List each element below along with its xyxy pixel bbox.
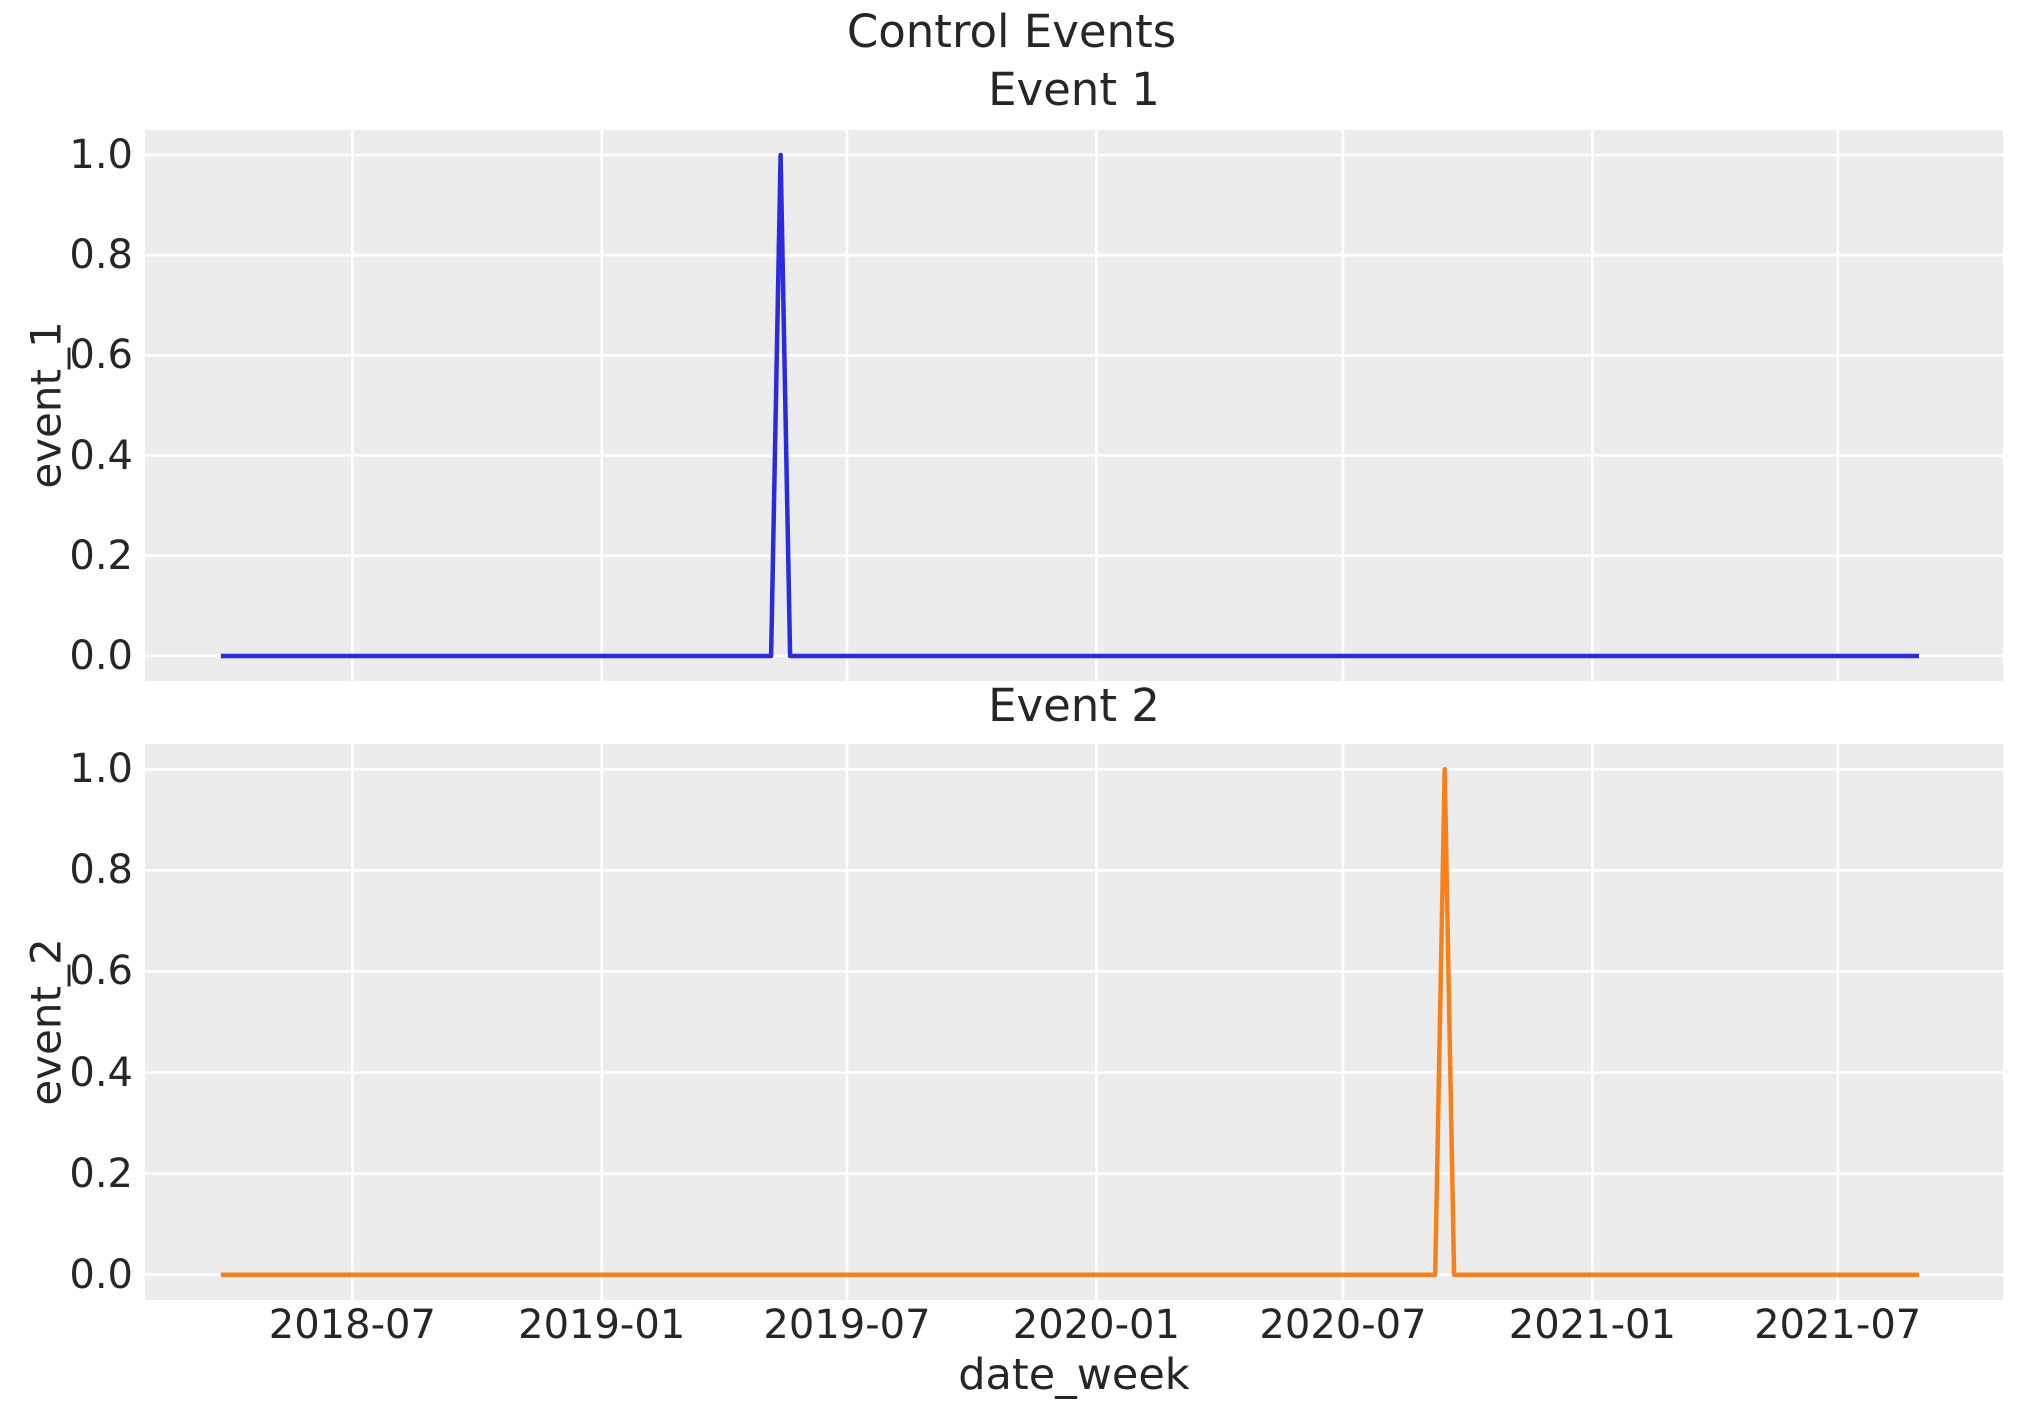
y-tick-label: 0.6 (69, 332, 133, 379)
x-tick-label: 2018-07 (268, 1302, 436, 1348)
x-axis-label: date_week (958, 1350, 1190, 1400)
figure-suptitle: Control Events (846, 5, 1177, 58)
x-tick-label: 2019-01 (518, 1302, 686, 1348)
subplot-1-title: Event 1 (988, 63, 1160, 116)
y-tick-label: 0.4 (69, 432, 133, 479)
x-tick-label: 2021-01 (1508, 1302, 1676, 1348)
y-tick-label: 0.8 (69, 232, 133, 279)
y-tick-label: 1.0 (69, 132, 133, 179)
x-tick-label: 2020-07 (1259, 1302, 1427, 1348)
subplot-1-plot-area (145, 130, 2003, 681)
y-tick-label: 0.0 (69, 1251, 133, 1298)
event_1-series-line (220, 152, 1919, 659)
subplot-2-plot-area (145, 744, 2003, 1300)
x-tick-label: 2019-07 (763, 1302, 931, 1348)
y-tick-label: 0.8 (69, 847, 133, 894)
subplot-2-canvas (145, 744, 2003, 1300)
y-tick-label: 0.2 (69, 1150, 133, 1197)
subplot-1-canvas (145, 130, 2003, 681)
y-tick-label: 0.6 (69, 948, 133, 995)
x-tick-label: 2021-07 (1754, 1302, 1922, 1348)
y-tick-label: 0.4 (69, 1049, 133, 1096)
x-tick-label: 2020-01 (1012, 1302, 1180, 1348)
y-tick-label: 0.2 (69, 532, 133, 579)
y-tick-label: 1.0 (69, 746, 133, 793)
event_2-series-line (220, 767, 1919, 1277)
y-tick-label: 0.0 (69, 632, 133, 679)
subplot-2-title: Event 2 (988, 679, 1160, 732)
